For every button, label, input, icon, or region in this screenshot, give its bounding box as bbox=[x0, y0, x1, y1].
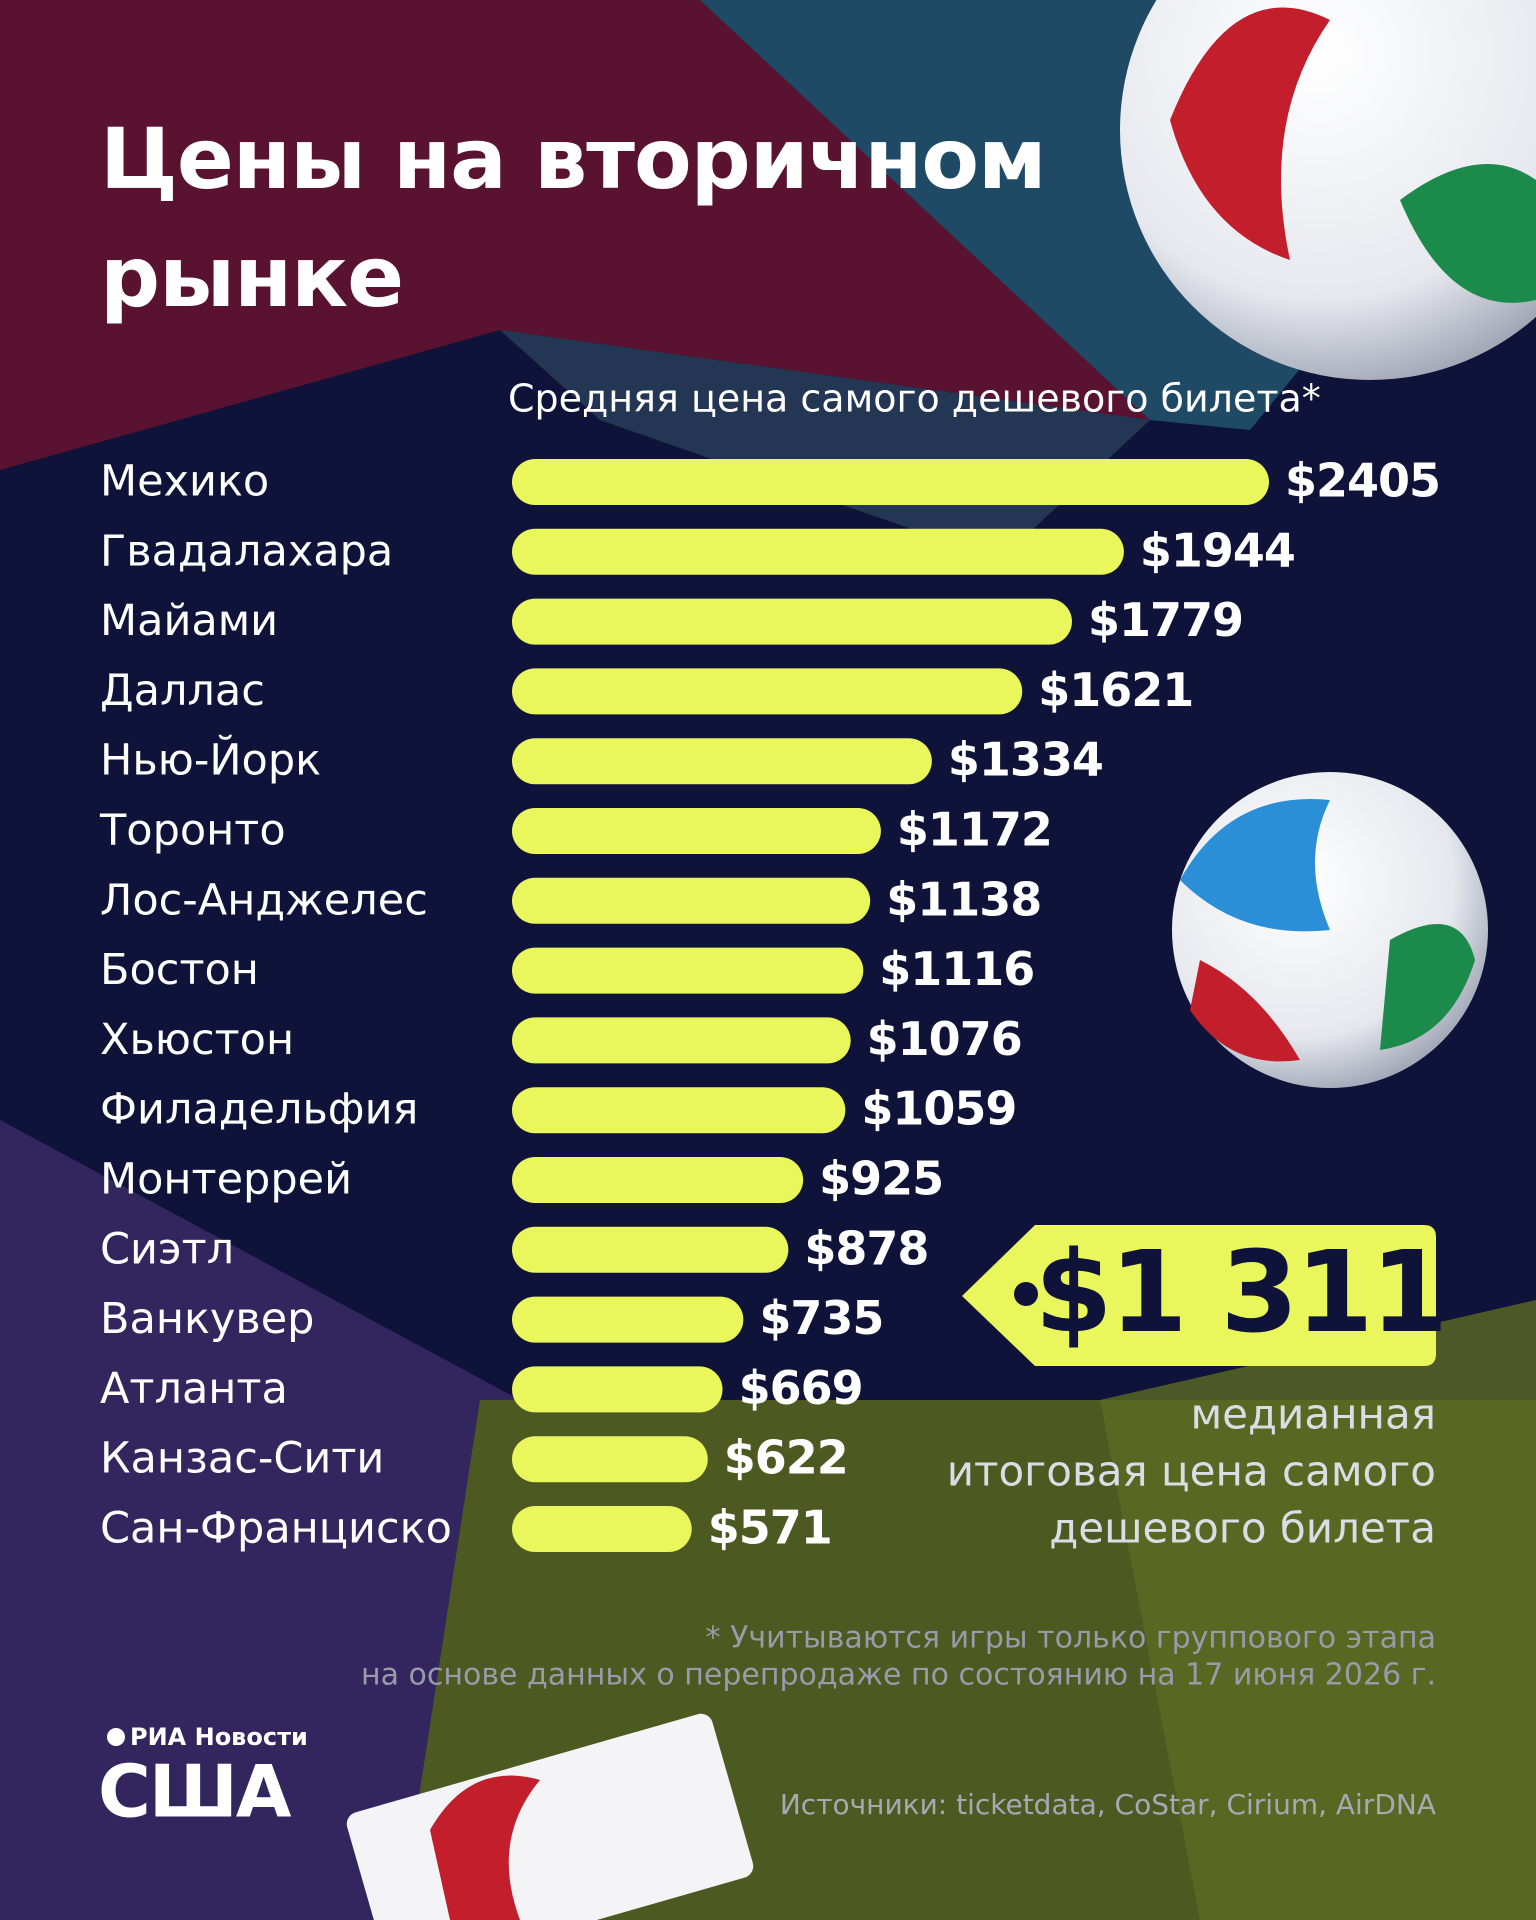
category-label: Лос-Анджелес bbox=[100, 875, 428, 925]
value-label: $571 bbox=[708, 1501, 832, 1555]
value-label: $2405 bbox=[1285, 454, 1440, 508]
brand-agency: РИА Новости bbox=[130, 1723, 308, 1751]
category-label: Ванкувер bbox=[100, 1294, 314, 1344]
value-label: $1076 bbox=[867, 1012, 1022, 1066]
bar bbox=[512, 1157, 804, 1203]
category-label: Майами bbox=[100, 596, 278, 646]
category-label: Сиэтл bbox=[100, 1224, 234, 1274]
price-tag bbox=[962, 1225, 1436, 1366]
bar bbox=[512, 1017, 851, 1064]
category-label: Филадельфия bbox=[100, 1085, 418, 1135]
bar bbox=[512, 668, 1023, 715]
decoration-ball bbox=[1120, 0, 1536, 1088]
value-label: $1779 bbox=[1088, 593, 1243, 647]
category-label: Мехико bbox=[100, 457, 269, 507]
category-label: Монтеррей bbox=[100, 1155, 352, 1205]
footnote: * Учитываются игры только группового эта… bbox=[706, 1621, 1436, 1656]
bar bbox=[512, 1296, 744, 1343]
category-label: Сан-Франциско bbox=[100, 1504, 452, 1554]
value-label: $622 bbox=[724, 1431, 848, 1485]
bar bbox=[512, 877, 871, 924]
value-label: $925 bbox=[819, 1152, 943, 1206]
category-label: Даллас bbox=[100, 666, 265, 716]
value-label: $1621 bbox=[1038, 663, 1193, 717]
brand-name: США bbox=[98, 1750, 292, 1834]
value-label: $669 bbox=[739, 1361, 863, 1415]
value-label: $735 bbox=[759, 1291, 883, 1345]
bar bbox=[512, 1366, 723, 1413]
bar bbox=[512, 598, 1072, 645]
bar bbox=[512, 738, 932, 785]
bar bbox=[512, 528, 1124, 575]
bar bbox=[512, 1087, 846, 1134]
footnote: на основе данных о перепродаже по состоя… bbox=[361, 1658, 1436, 1693]
bar bbox=[512, 1226, 789, 1273]
bar bbox=[512, 808, 881, 854]
value-label: $1172 bbox=[897, 803, 1052, 857]
bar bbox=[512, 947, 864, 994]
value-label: $1944 bbox=[1140, 523, 1295, 577]
bar bbox=[512, 1436, 708, 1483]
sources: Источники: ticketdata, CoStar, Cirium, A… bbox=[780, 1788, 1436, 1821]
value-label: $1116 bbox=[879, 942, 1034, 996]
category-label: Атланта bbox=[100, 1364, 288, 1414]
callout-caption: дешевого билета bbox=[1049, 1504, 1436, 1553]
bar bbox=[512, 459, 1269, 505]
decoration-ticket bbox=[346, 1713, 754, 1920]
price-tag-hole bbox=[1014, 1282, 1038, 1306]
callout-caption: итоговая цена самого bbox=[947, 1447, 1436, 1496]
value-label: $1059 bbox=[861, 1082, 1016, 1136]
category-label: Канзас-Сити bbox=[100, 1434, 384, 1484]
chart-title: Цены на вторичном рынке bbox=[100, 110, 1047, 326]
chart-subtitle: Средняя цена самого дешевого билета* bbox=[508, 377, 1321, 421]
category-label: Гвадалахара bbox=[100, 526, 393, 576]
callout-caption: медианная bbox=[1190, 1390, 1436, 1439]
bar bbox=[512, 1506, 692, 1552]
brand-icon bbox=[107, 1728, 125, 1746]
value-label: $1334 bbox=[948, 733, 1103, 787]
value-label: $878 bbox=[804, 1221, 928, 1275]
category-label: Торонто bbox=[99, 806, 286, 856]
callout-value: $1 311 bbox=[1035, 1228, 1446, 1358]
category-label: Нью-Йорк bbox=[100, 735, 321, 786]
category-label: Бостон bbox=[100, 945, 259, 995]
category-label: Хьюстон bbox=[100, 1015, 294, 1065]
value-label: $1138 bbox=[886, 872, 1041, 926]
